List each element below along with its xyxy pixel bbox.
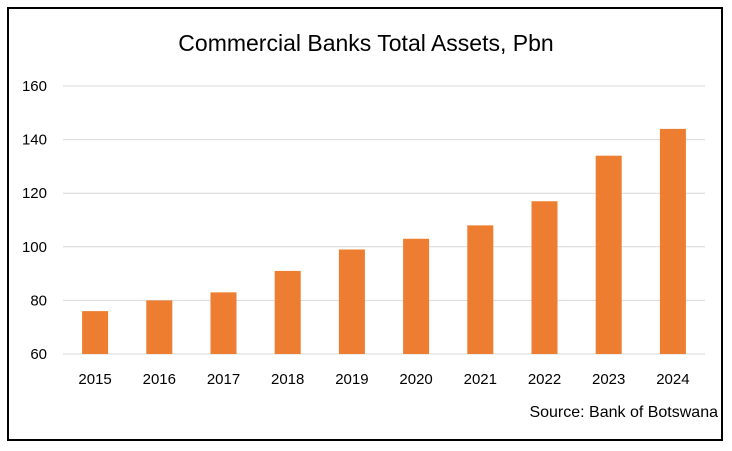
y-tick-label: 160 <box>22 78 47 95</box>
bar-2017 <box>210 292 237 354</box>
y-tick-label: 140 <box>22 132 47 149</box>
bar-2024 <box>659 128 686 354</box>
x-tick-label: 2023 <box>592 371 625 388</box>
y-tick-label: 60 <box>30 346 47 363</box>
bars <box>82 128 686 354</box>
x-tick-label: 2017 <box>207 371 240 388</box>
y-tick-label: 80 <box>30 292 47 309</box>
x-tick-label: 2021 <box>464 371 497 388</box>
y-axis-tick-labels: 60 80 100 120 140 160 <box>22 78 47 363</box>
bar-2022 <box>531 201 558 354</box>
bar-2021 <box>467 225 494 354</box>
x-tick-label: 2019 <box>335 371 368 388</box>
x-tick-label: 2015 <box>78 371 111 388</box>
x-tick-label: 2016 <box>143 371 176 388</box>
x-axis-tick-labels: 2015 2016 2017 2018 2019 2020 2021 2022 2023 2024 <box>78 371 689 388</box>
bar-2020 <box>403 238 430 354</box>
y-tick-label: 120 <box>22 185 47 202</box>
bar-2018 <box>274 270 301 354</box>
bar-2015 <box>82 311 109 354</box>
x-tick-label: 2020 <box>399 371 432 388</box>
x-tick-label: 2022 <box>528 371 561 388</box>
bar-2019 <box>338 249 365 354</box>
bar-2016 <box>146 300 173 354</box>
x-tick-label: 2024 <box>656 371 689 388</box>
source-note: Source: Bank of Botswana <box>529 404 718 421</box>
y-tick-label: 100 <box>22 239 47 256</box>
bar-2023 <box>595 155 622 354</box>
chart-title: Commercial Banks Total Assets, Pbn <box>178 30 554 56</box>
x-tick-label: 2018 <box>271 371 304 388</box>
